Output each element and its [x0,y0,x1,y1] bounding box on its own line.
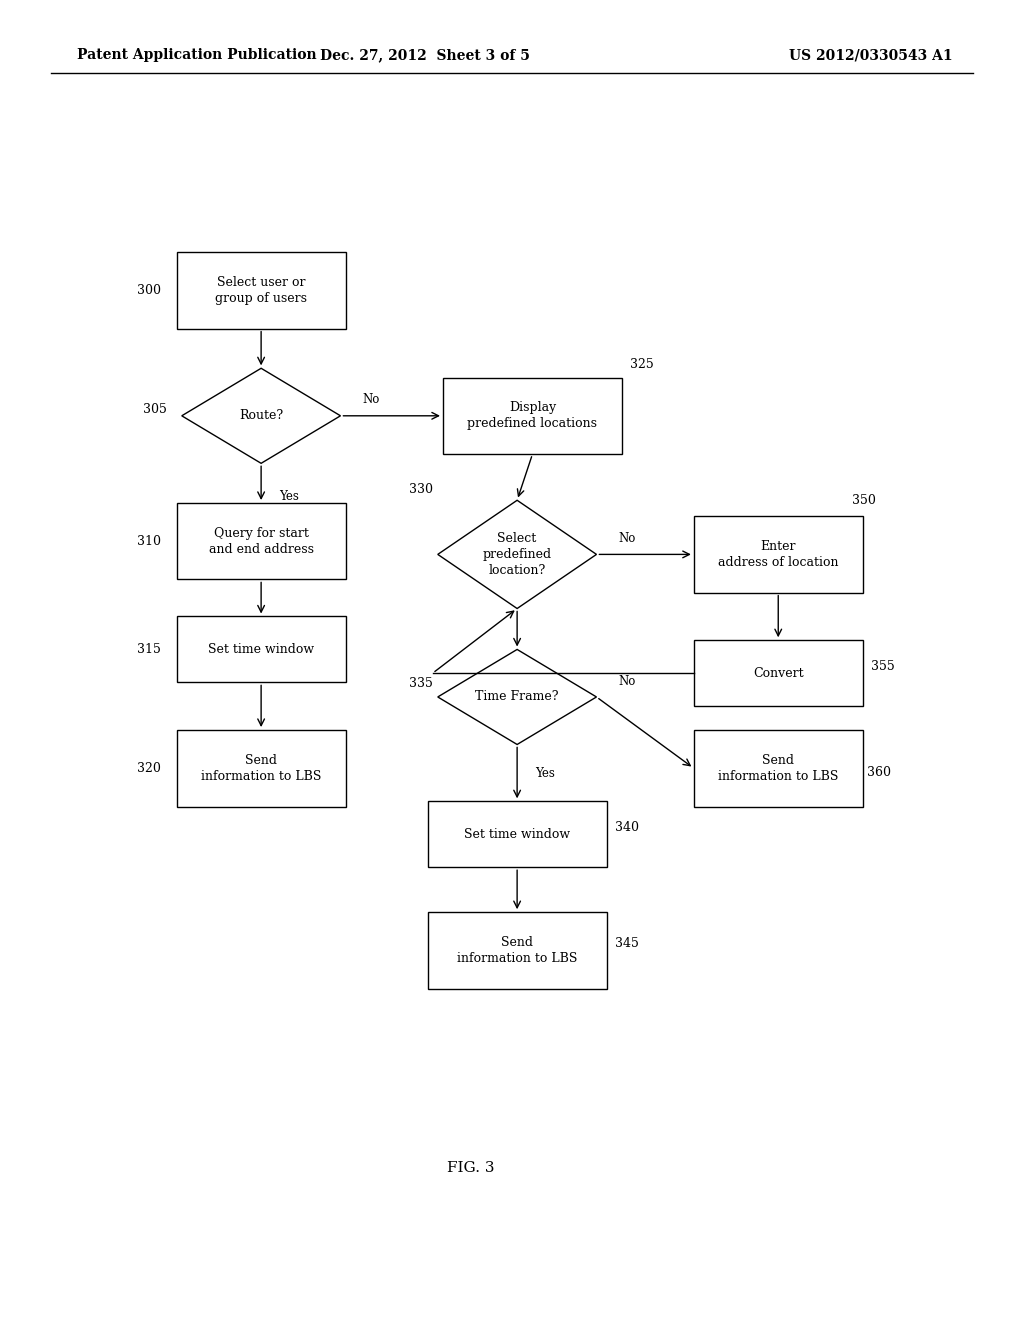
FancyBboxPatch shape [694,640,862,706]
Text: Enter
address of location: Enter address of location [718,540,839,569]
Text: Select user or
group of users: Select user or group of users [215,276,307,305]
Text: Send
information to LBS: Send information to LBS [457,936,578,965]
Text: No: No [362,393,380,407]
Text: Route?: Route? [239,409,284,422]
Text: 330: 330 [409,483,432,496]
Text: 315: 315 [137,643,161,656]
Text: 350: 350 [852,494,877,507]
FancyBboxPatch shape [176,503,346,579]
FancyBboxPatch shape [428,912,606,989]
Text: Send
information to LBS: Send information to LBS [201,754,322,783]
FancyBboxPatch shape [694,730,862,807]
Text: Set time window: Set time window [464,828,570,841]
Text: Query for start
and end address: Query for start and end address [209,527,313,556]
Text: US 2012/0330543 A1: US 2012/0330543 A1 [788,49,952,62]
Text: Dec. 27, 2012  Sheet 3 of 5: Dec. 27, 2012 Sheet 3 of 5 [321,49,529,62]
FancyBboxPatch shape [176,252,346,329]
Text: 310: 310 [137,535,161,548]
Text: Yes: Yes [280,490,299,503]
FancyBboxPatch shape [694,516,862,593]
FancyBboxPatch shape [176,730,346,807]
Text: 340: 340 [614,821,639,834]
Text: No: No [618,532,636,545]
FancyBboxPatch shape [442,378,622,454]
Text: 305: 305 [142,403,166,416]
Text: 300: 300 [137,284,161,297]
Text: Send
information to LBS: Send information to LBS [718,754,839,783]
Text: Display
predefined locations: Display predefined locations [468,401,597,430]
Text: 360: 360 [866,766,891,779]
Polygon shape [182,368,340,463]
Text: 320: 320 [137,762,161,775]
FancyBboxPatch shape [428,801,606,867]
Text: 355: 355 [870,660,895,673]
Text: Set time window: Set time window [208,643,314,656]
FancyBboxPatch shape [176,616,346,682]
Text: Select
predefined
location?: Select predefined location? [482,532,552,577]
Text: 335: 335 [409,677,432,690]
Polygon shape [438,500,596,609]
Text: Time Frame?: Time Frame? [475,690,559,704]
Text: No: No [618,675,636,688]
Text: Yes: Yes [536,767,555,780]
Text: FIG. 3: FIG. 3 [447,1162,495,1175]
Polygon shape [438,649,596,744]
Text: Patent Application Publication: Patent Application Publication [77,49,316,62]
Text: Convert: Convert [753,667,804,680]
Text: 345: 345 [614,937,639,950]
Text: 325: 325 [631,358,654,371]
